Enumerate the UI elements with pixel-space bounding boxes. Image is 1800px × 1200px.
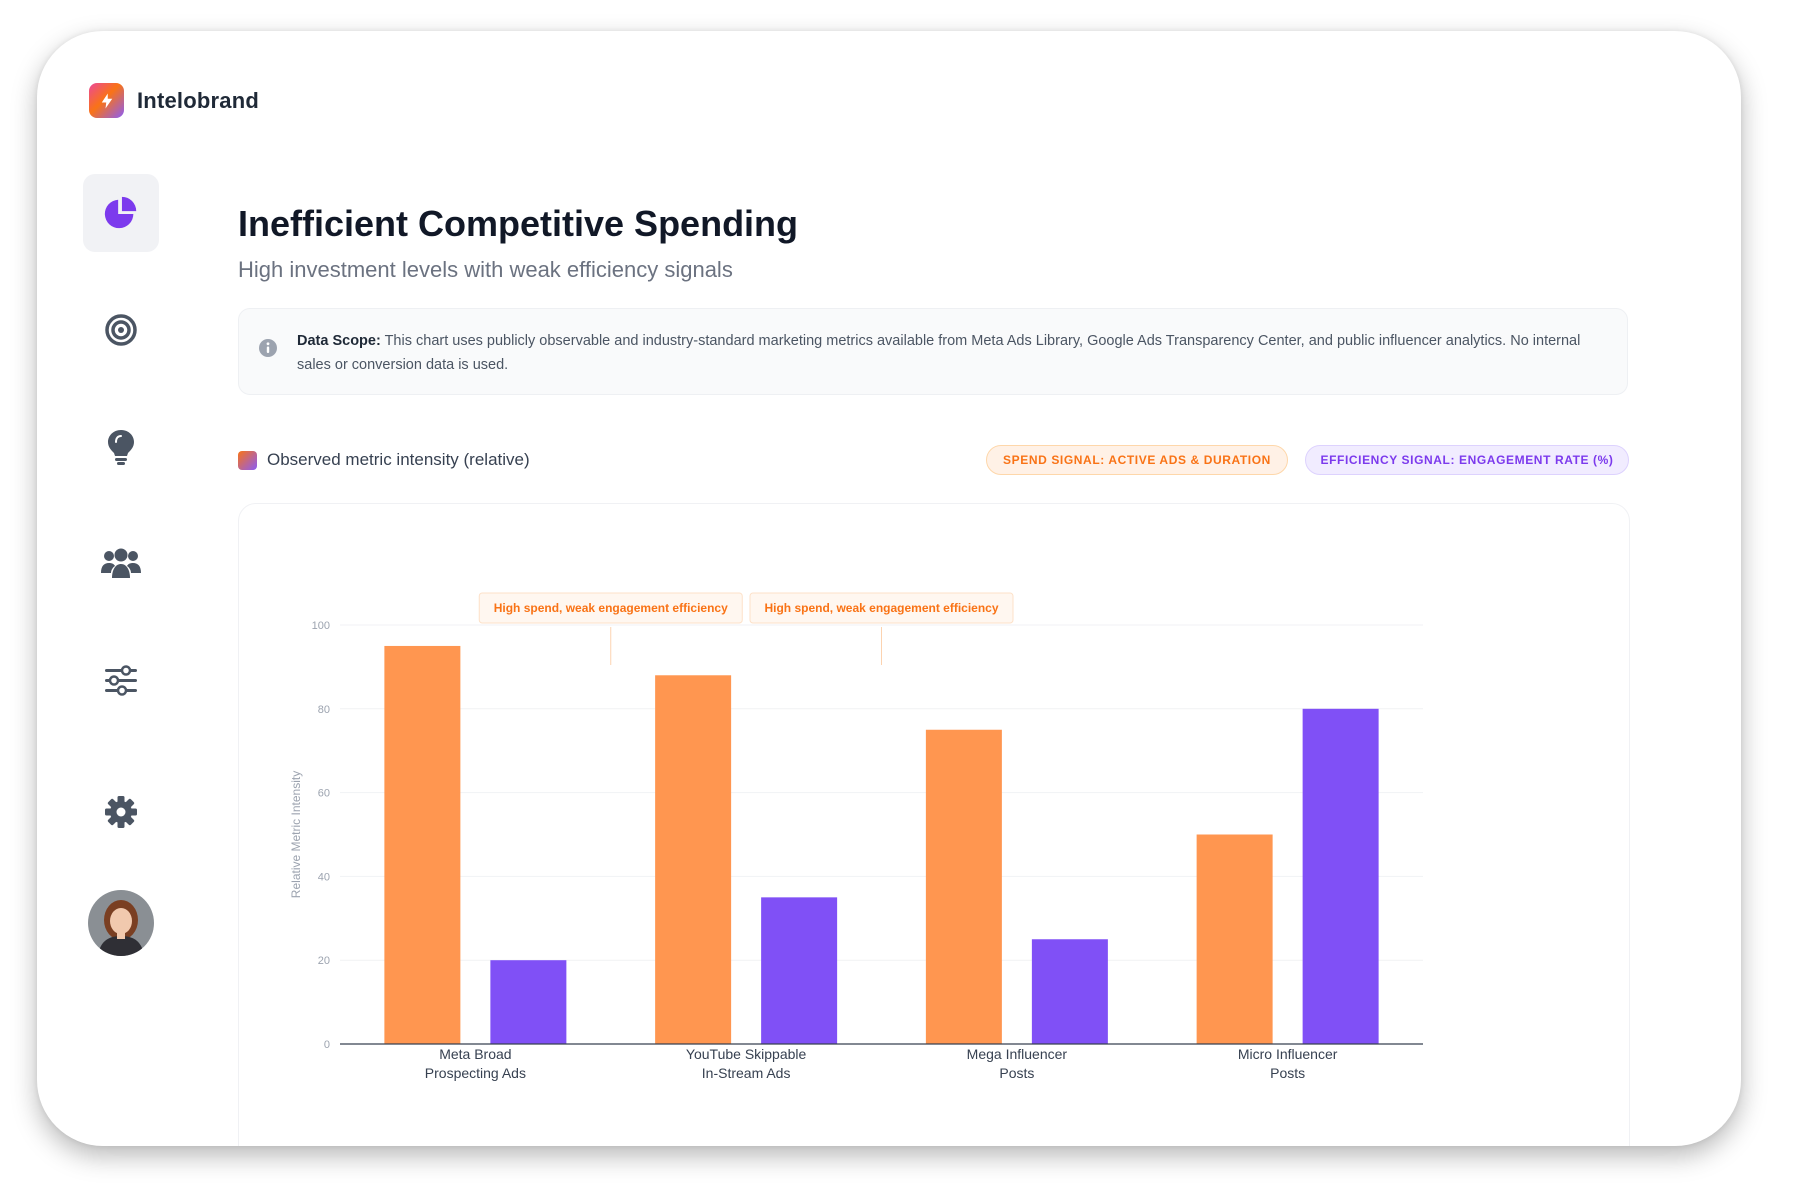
legend-label: Observed metric intensity (relative) — [267, 450, 530, 469]
page-title: Inefficient Competitive Spending — [238, 203, 799, 244]
y-tick-label: 60 — [318, 788, 330, 800]
x-tick-label: YouTube Skippable — [686, 1046, 807, 1062]
annotation-box — [749, 592, 1014, 624]
annotation-box — [478, 592, 743, 624]
gear-icon — [105, 796, 137, 828]
user-avatar[interactable] — [88, 890, 154, 956]
x-tick-label: Meta Broad — [439, 1046, 511, 1062]
efficiency-signal-pill[interactable]: Efficiency Signal: Engagement Rate (%) — [1305, 445, 1629, 475]
spend-bar — [655, 675, 732, 1044]
brand-name: Intelobrand — [137, 87, 259, 113]
users-icon — [101, 548, 141, 578]
data-scope-notice: Data Scope: This chart uses publicly obs… — [238, 308, 1628, 395]
page-subtitle: High investment levels with weak efficie… — [238, 257, 733, 282]
lightbulb-icon — [108, 430, 134, 465]
brand: Intelobrand — [89, 83, 259, 118]
x-tick-label: Posts — [999, 1065, 1034, 1081]
sidebar-item-insights[interactable] — [83, 408, 159, 486]
data-scope-body: This chart uses publicly observable and … — [297, 333, 1581, 373]
efficiency-bar — [1302, 708, 1379, 1044]
legend-swatch — [238, 450, 257, 470]
sidebar-item-goals[interactable] — [83, 291, 159, 369]
chart-card: 0 20 40 60 80 100 Relative Metric Intensity Met… — [238, 503, 1630, 1146]
y-tick-label: 40 — [318, 871, 330, 883]
x-tick-label: Mega Influencer — [967, 1046, 1068, 1062]
spend-bar — [1196, 834, 1273, 1044]
sidebar-item-analytics[interactable] — [83, 174, 159, 252]
data-scope-label: Data Scope: — [297, 333, 381, 349]
y-tick-label: 80 — [318, 704, 330, 716]
y-tick-label: 0 — [324, 1039, 330, 1051]
spend-signal-pill[interactable]: Spend Signal: Active Ads & Duration — [986, 445, 1288, 475]
app-window: Intelobrand — [37, 31, 1741, 1146]
efficiency-bar — [490, 960, 567, 1044]
x-tick-label: Prospecting Ads — [425, 1065, 526, 1081]
x-tick-label: Micro Influencer — [1238, 1046, 1338, 1062]
chart-legend: Observed metric intensity (relative) — [238, 450, 530, 470]
sidebar-item-settings[interactable] — [83, 773, 159, 851]
y-tick-label: 20 — [318, 955, 330, 967]
sliders-icon — [105, 665, 137, 696]
spend-bar — [384, 645, 461, 1044]
y-tick-label: 100 — [312, 620, 330, 632]
pie-chart-icon — [104, 196, 137, 229]
efficiency-bar — [1031, 939, 1108, 1044]
target-icon — [105, 314, 137, 346]
spend-bar — [925, 729, 1002, 1044]
efficiency-bar — [761, 897, 838, 1044]
lightning-logo-icon — [89, 83, 124, 118]
bar-chart: 0 20 40 60 80 100 Relative Metric Intensity Met… — [289, 592, 1423, 1081]
sidebar-item-audience[interactable] — [83, 525, 159, 603]
annotation-label: High spend, weak engagement efficiency — [494, 601, 728, 615]
y-axis-label: Relative Metric Intensity — [289, 771, 303, 898]
sidebar-item-filters[interactable] — [83, 642, 159, 720]
data-scope-text: Data Scope: This chart uses publicly obs… — [297, 329, 1607, 377]
annotation-label: High spend, weak engagement efficiency — [764, 601, 998, 615]
x-tick-label: In-Stream Ads — [702, 1065, 791, 1081]
info-icon — [259, 339, 277, 357]
x-tick-label: Posts — [1270, 1065, 1305, 1081]
